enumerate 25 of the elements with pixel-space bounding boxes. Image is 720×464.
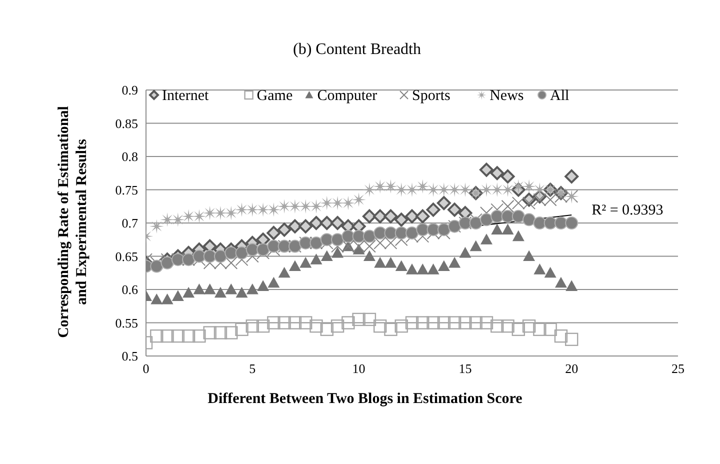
chart-title: (b) Content Breadth xyxy=(293,41,421,58)
y-tick-label: 0.9 xyxy=(122,82,138,98)
legend-label: Game xyxy=(256,88,293,104)
y-axis-title: Corresponding Rate of Estimational and Experimental Results xyxy=(56,106,90,338)
y-tick-label: 0.6 xyxy=(122,282,138,298)
x-tick-label: 25 xyxy=(672,361,684,376)
legend-label: Internet xyxy=(162,88,210,104)
y-tick-label: 0.8 xyxy=(122,149,138,164)
x-tick-label: 10 xyxy=(352,361,366,376)
y-tick-label: 0.5 xyxy=(122,348,138,364)
y-tick-label: 0.7 xyxy=(122,216,138,231)
y-tick-label: 0.85 xyxy=(115,116,138,131)
legend-label: News xyxy=(490,88,524,104)
x-tick-label: 20 xyxy=(565,361,578,376)
x-tick-label: 0 xyxy=(142,361,150,376)
x-tick-label: 5 xyxy=(249,361,256,376)
y-tick-label: 0.75 xyxy=(115,182,138,198)
legend-label: Sports xyxy=(412,88,451,104)
legend-label: Computer xyxy=(317,88,378,104)
x-tick-label: 15 xyxy=(458,361,472,376)
y-tick-label: 0.65 xyxy=(115,248,138,264)
annotation: R² = 0.9393 xyxy=(592,202,664,218)
x-axis-title: Different Between Two Blogs in Estimation Score xyxy=(208,391,523,407)
legend-label: All xyxy=(550,88,570,104)
y-tick-label: 0.55 xyxy=(115,315,138,330)
